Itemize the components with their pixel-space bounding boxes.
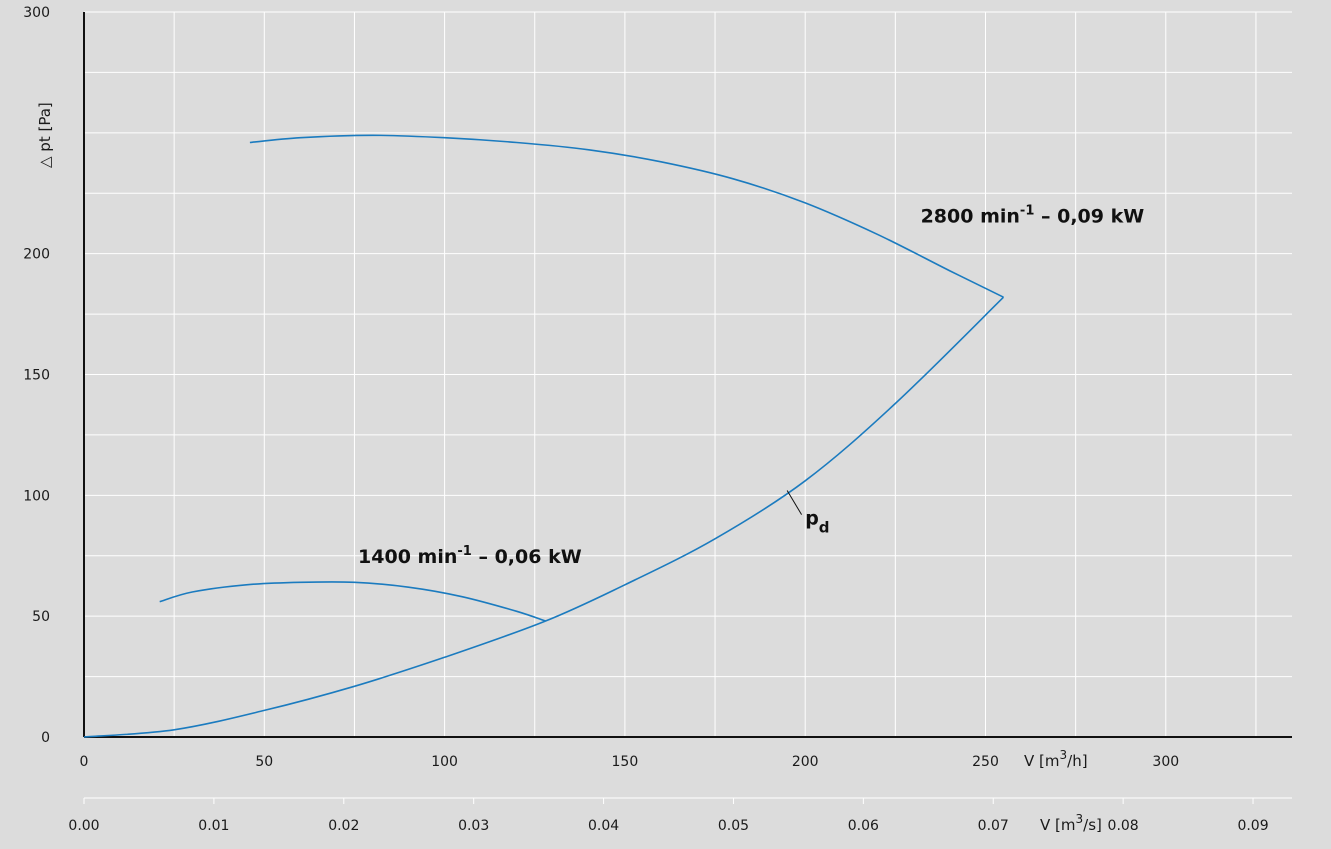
y-tick-label: 300 [23, 5, 50, 21]
x-axis-title: V [m3/h] [1024, 748, 1088, 770]
x2-tick-label: 0.07 [978, 818, 1009, 834]
x2-tick-label: 0.04 [588, 818, 619, 834]
x2-tick-label: 0.05 [718, 818, 749, 834]
grid [84, 11, 1292, 737]
y-tick-label: 200 [23, 247, 50, 263]
x2-tick-label: 0.02 [328, 818, 359, 834]
x-tick-label: 0 [80, 754, 89, 770]
label-2800: 2800 min-1 – 0,09 kW [921, 203, 1145, 227]
x-tick-label: 100 [431, 754, 458, 770]
y-axis-title: △ pt [Pa] [36, 102, 54, 168]
x2-tick-label: 0.00 [68, 818, 99, 834]
series-line-pd [83, 296, 1005, 738]
pd-leader-line [786, 490, 803, 515]
x2-tick-label: 0.01 [198, 818, 229, 834]
x-tick-label: 150 [612, 754, 639, 770]
x-tick-label: 250 [972, 754, 999, 770]
x2-axis-title: V [m3/s] [1040, 812, 1102, 834]
x-tick-label: 300 [1152, 754, 1179, 770]
x2-tick-label: 0.03 [458, 818, 489, 834]
x2-tick-label: 0.08 [1108, 818, 1139, 834]
series [83, 134, 1005, 738]
x-tick-label: 50 [255, 754, 273, 770]
x2-tick-label: 0.09 [1237, 818, 1268, 834]
label-pd: pd [805, 507, 829, 536]
x-tick-label: 200 [792, 754, 819, 770]
y-tick-label: 50 [32, 609, 50, 625]
label-1400: 1400 min-1 – 0,06 kW [358, 544, 582, 568]
y-tick-label: 150 [23, 368, 50, 384]
series-line-1400 [159, 581, 546, 622]
x2-tick-label: 0.06 [848, 818, 879, 834]
y-tick-label: 0 [41, 730, 50, 746]
labels: 0 50 100 150 200 300 0 50 100 150 200 250 300 0.00 0.0… [23, 5, 1268, 834]
series-line-2800 [249, 134, 1004, 298]
y-tick-label: 100 [23, 488, 50, 504]
axes [83, 12, 1292, 804]
